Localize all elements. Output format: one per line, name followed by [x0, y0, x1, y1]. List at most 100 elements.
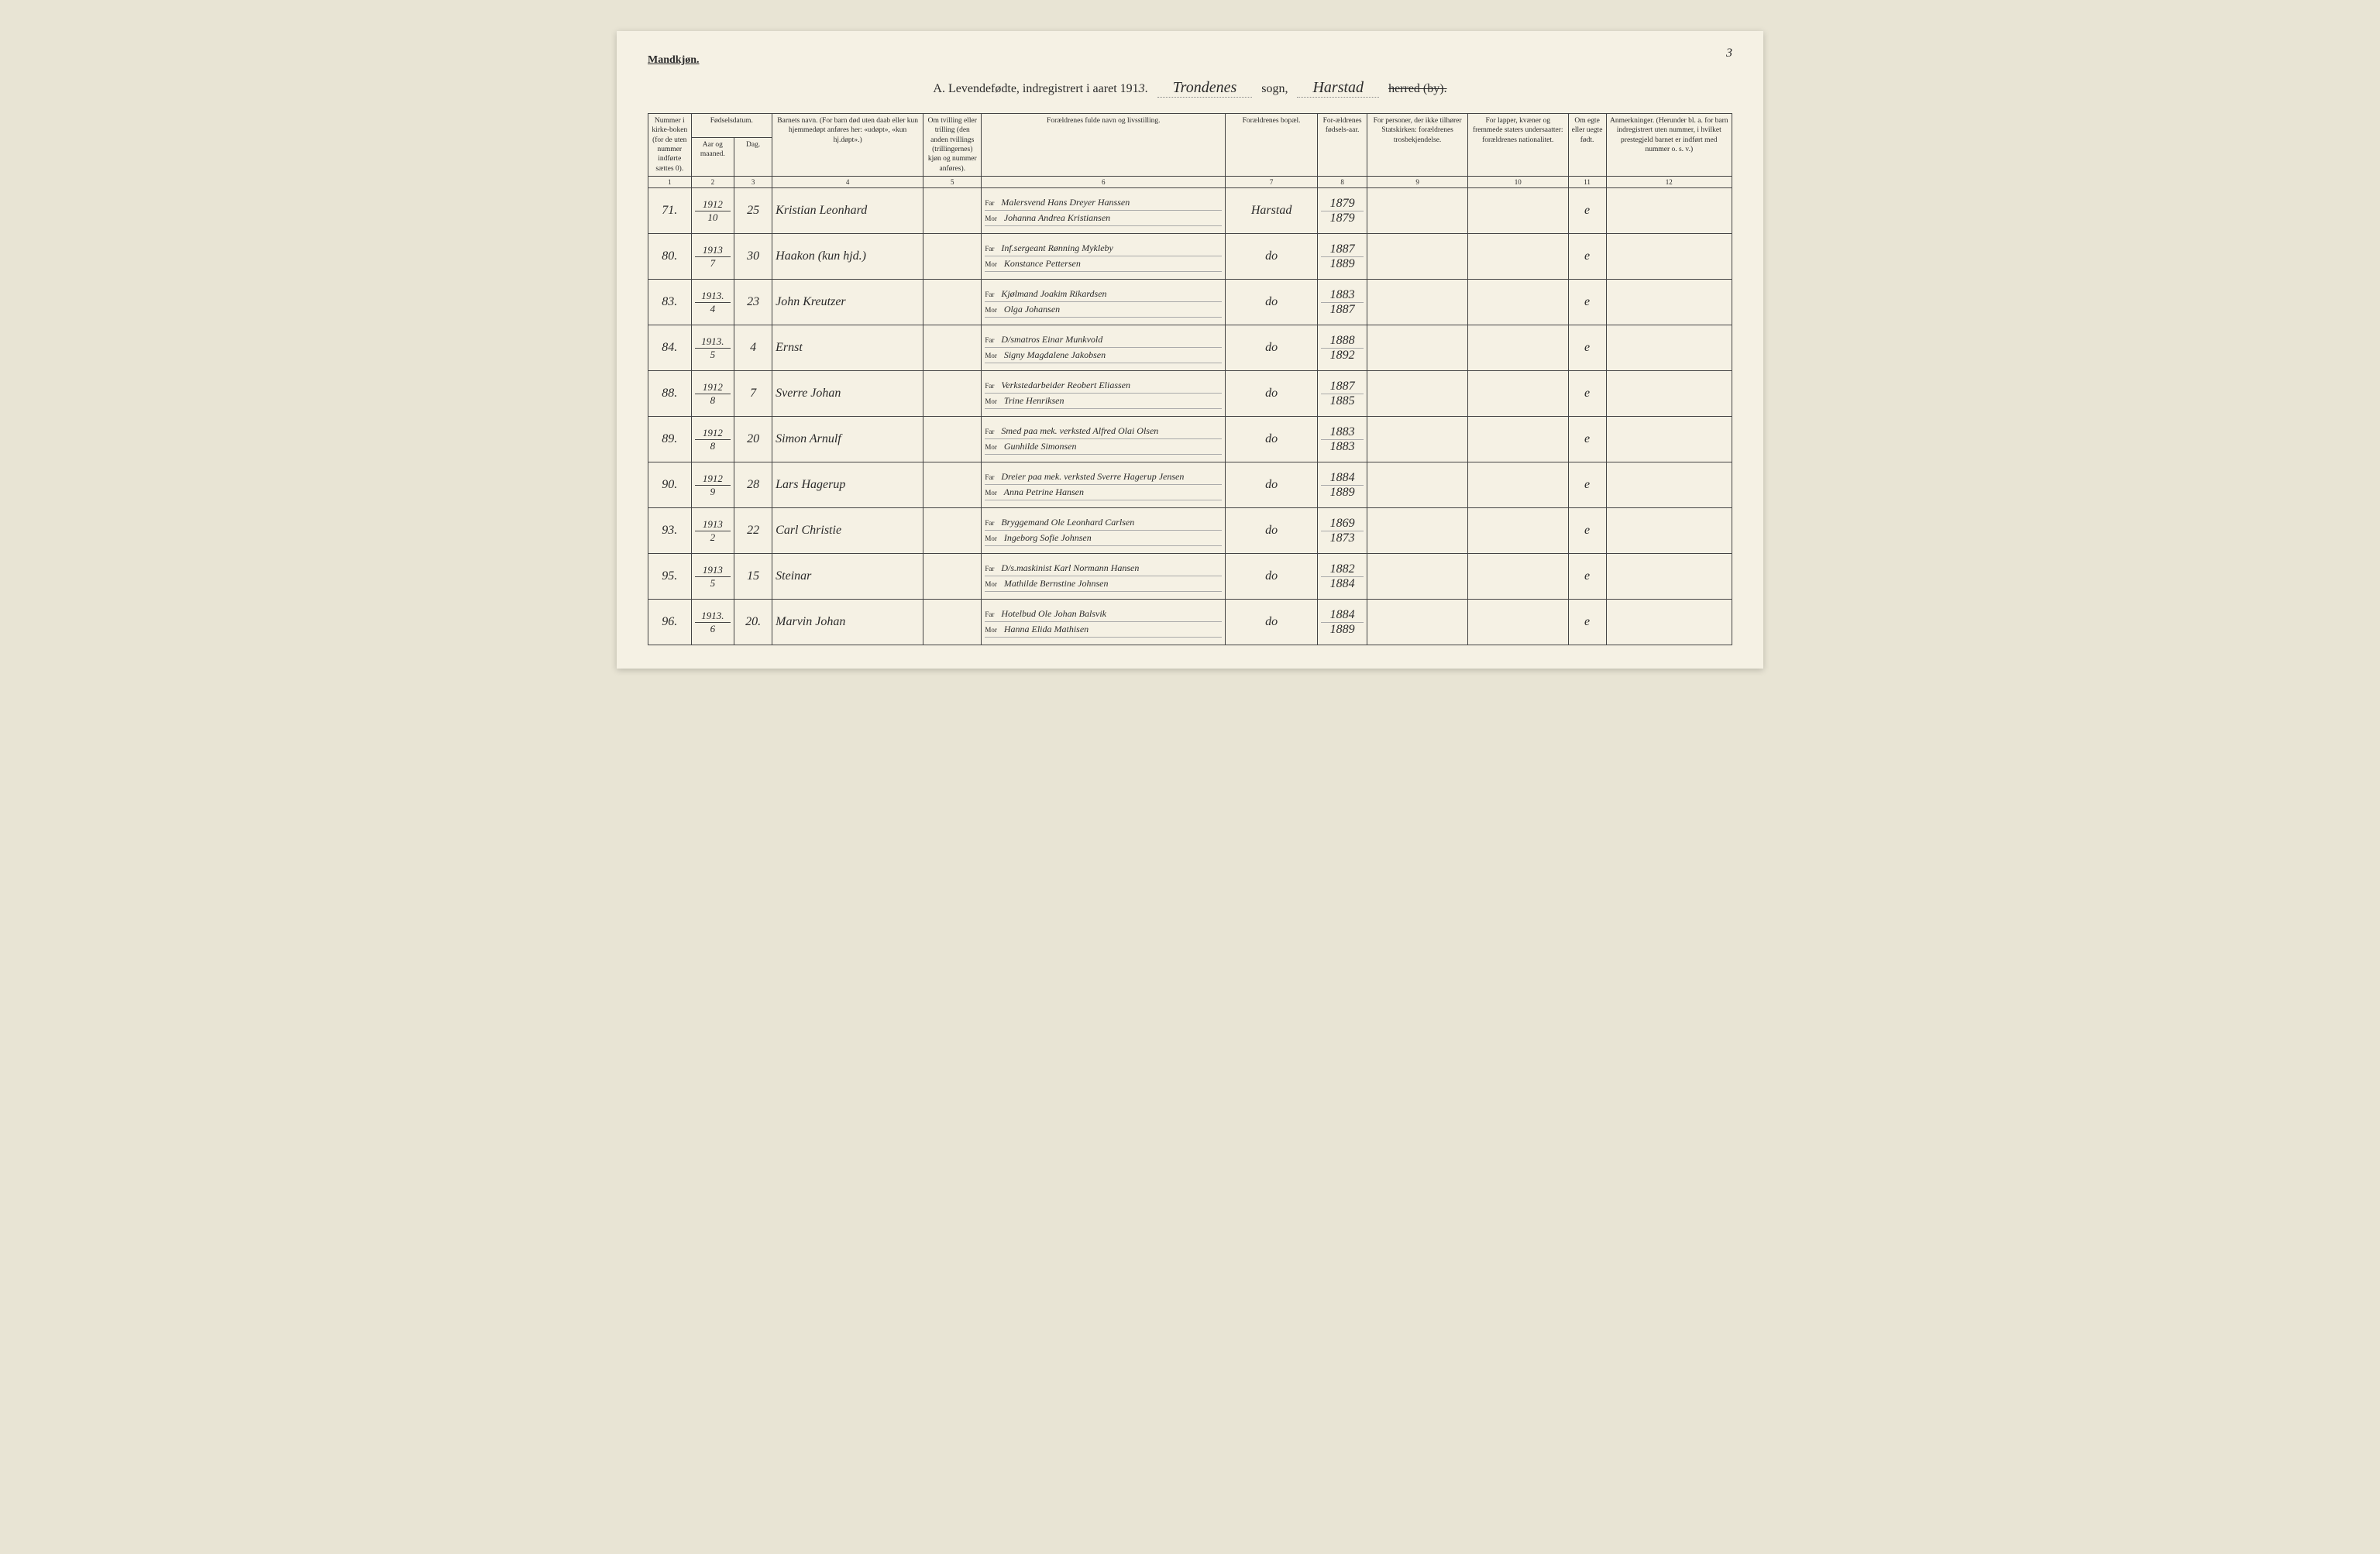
- cell-bopael: do: [1226, 371, 1318, 417]
- cell-parent-years: 1883 1887: [1317, 280, 1367, 325]
- cell-religion: [1367, 508, 1468, 554]
- title-row: A. Levendefødte, indregistrert i aaret 1…: [648, 79, 1732, 98]
- cell-child-name: Sverre Johan: [772, 371, 923, 417]
- cell-bopael: do: [1226, 234, 1318, 280]
- cell-child-name: Ernst: [772, 325, 923, 371]
- cell-legitimate: e: [1568, 600, 1606, 645]
- cell-remarks: [1606, 371, 1732, 417]
- cell-num: 71.: [648, 188, 692, 234]
- header-parents: Forældrenes fulde navn og livsstilling.: [982, 114, 1226, 177]
- cell-twin: [923, 462, 982, 508]
- header-legitimate: Om egte eller uegte født.: [1568, 114, 1606, 177]
- cell-day: 20: [734, 417, 772, 462]
- header-religion: For personer, der ikke tilhører Statskir…: [1367, 114, 1468, 177]
- cell-nationality: [1467, 325, 1568, 371]
- cell-religion: [1367, 325, 1468, 371]
- table-row: 90. 19129 28 Lars Hagerup Far Dreier paa…: [648, 462, 1732, 508]
- title-prefix: A. Levendefødte, indregistrert i aaret 1…: [933, 82, 1147, 96]
- header-nationality: For lapper, kvæner og fremmede staters u…: [1467, 114, 1568, 177]
- colnum: 3: [734, 177, 772, 188]
- table-row: 80. 19137 30 Haakon (kun hjd.) Far Inf.s…: [648, 234, 1732, 280]
- cell-remarks: [1606, 508, 1732, 554]
- cell-parent-years: 1883 1883: [1317, 417, 1367, 462]
- cell-parents: Far Verkstedarbeider Reobert Eliassen Mo…: [982, 371, 1226, 417]
- cell-nationality: [1467, 600, 1568, 645]
- cell-parent-years: 1879 1879: [1317, 188, 1367, 234]
- cell-bopael: Harstad: [1226, 188, 1318, 234]
- table-row: 89. 19128 20 Simon Arnulf Far Smed paa m…: [648, 417, 1732, 462]
- cell-parents: Far Inf.sergeant Rønning Mykleby Mor Kon…: [982, 234, 1226, 280]
- cell-religion: [1367, 462, 1468, 508]
- cell-bopael: do: [1226, 280, 1318, 325]
- colnum: 6: [982, 177, 1226, 188]
- table-row: 96. 1913.6 20. Marvin Johan Far Hotelbud…: [648, 600, 1732, 645]
- header-parent-years: For-ældrenes fødsels-aar.: [1317, 114, 1367, 177]
- cell-parents: Far D/s.maskinist Karl Normann Hansen Mo…: [982, 554, 1226, 600]
- cell-day: 20.: [734, 600, 772, 645]
- cell-num: 93.: [648, 508, 692, 554]
- cell-year-month: 19135: [691, 554, 734, 600]
- colnum: 12: [1606, 177, 1732, 188]
- cell-nationality: [1467, 417, 1568, 462]
- cell-legitimate: e: [1568, 188, 1606, 234]
- cell-day: 28: [734, 462, 772, 508]
- cell-nationality: [1467, 371, 1568, 417]
- cell-year-month: 1913.5: [691, 325, 734, 371]
- header-row-1: Nummer i kirke-boken (for de uten nummer…: [648, 114, 1732, 138]
- cell-twin: [923, 600, 982, 645]
- cell-num: 89.: [648, 417, 692, 462]
- cell-remarks: [1606, 280, 1732, 325]
- cell-parent-years: 1869 1873: [1317, 508, 1367, 554]
- cell-nationality: [1467, 462, 1568, 508]
- cell-parents: Far Dreier paa mek. verksted Sverre Hage…: [982, 462, 1226, 508]
- table-row: 83. 1913.4 23 John Kreutzer Far Kjølmand…: [648, 280, 1732, 325]
- table-row: 71. 191210 25 Kristian Leonhard Far Male…: [648, 188, 1732, 234]
- header-date-group: Fødselsdatum.: [691, 114, 772, 138]
- cell-nationality: [1467, 188, 1568, 234]
- cell-year-month: 1913.6: [691, 600, 734, 645]
- cell-legitimate: e: [1568, 462, 1606, 508]
- cell-legitimate: e: [1568, 508, 1606, 554]
- cell-day: 23: [734, 280, 772, 325]
- cell-child-name: Kristian Leonhard: [772, 188, 923, 234]
- header-twin: Om tvilling eller trilling (den anden tv…: [923, 114, 982, 177]
- cell-twin: [923, 234, 982, 280]
- cell-num: 90.: [648, 462, 692, 508]
- cell-legitimate: e: [1568, 234, 1606, 280]
- cell-bopael: do: [1226, 554, 1318, 600]
- cell-nationality: [1467, 234, 1568, 280]
- cell-child-name: Lars Hagerup: [772, 462, 923, 508]
- cell-legitimate: e: [1568, 371, 1606, 417]
- colnum: 2: [691, 177, 734, 188]
- cell-bopael: do: [1226, 417, 1318, 462]
- colnum: 7: [1226, 177, 1318, 188]
- cell-religion: [1367, 371, 1468, 417]
- cell-parent-years: 1887 1885: [1317, 371, 1367, 417]
- cell-year-month: 191210: [691, 188, 734, 234]
- cell-child-name: Steinar: [772, 554, 923, 600]
- cell-child-name: Simon Arnulf: [772, 417, 923, 462]
- cell-religion: [1367, 234, 1468, 280]
- cell-bopael: do: [1226, 325, 1318, 371]
- cell-bopael: do: [1226, 508, 1318, 554]
- table-row: 84. 1913.5 4 Ernst Far D/smatros Einar M…: [648, 325, 1732, 371]
- cell-religion: [1367, 554, 1468, 600]
- cell-parents: Far D/smatros Einar Munkvold Mor Signy M…: [982, 325, 1226, 371]
- table-row: 88. 19128 7 Sverre Johan Far Verkstedarb…: [648, 371, 1732, 417]
- header-bopael: Forældrenes bopæl.: [1226, 114, 1318, 177]
- herred-strike: herred (by).: [1388, 82, 1447, 96]
- register-table: Nummer i kirke-boken (for de uten nummer…: [648, 113, 1732, 645]
- header-year-month: Aar og maaned.: [691, 137, 734, 176]
- cell-day: 22: [734, 508, 772, 554]
- cell-num: 95.: [648, 554, 692, 600]
- cell-remarks: [1606, 417, 1732, 462]
- cell-legitimate: e: [1568, 280, 1606, 325]
- colnum: 8: [1317, 177, 1367, 188]
- cell-twin: [923, 188, 982, 234]
- cell-religion: [1367, 417, 1468, 462]
- cell-num: 84.: [648, 325, 692, 371]
- cell-parent-years: 1884 1889: [1317, 600, 1367, 645]
- cell-legitimate: e: [1568, 325, 1606, 371]
- cell-remarks: [1606, 462, 1732, 508]
- cell-twin: [923, 371, 982, 417]
